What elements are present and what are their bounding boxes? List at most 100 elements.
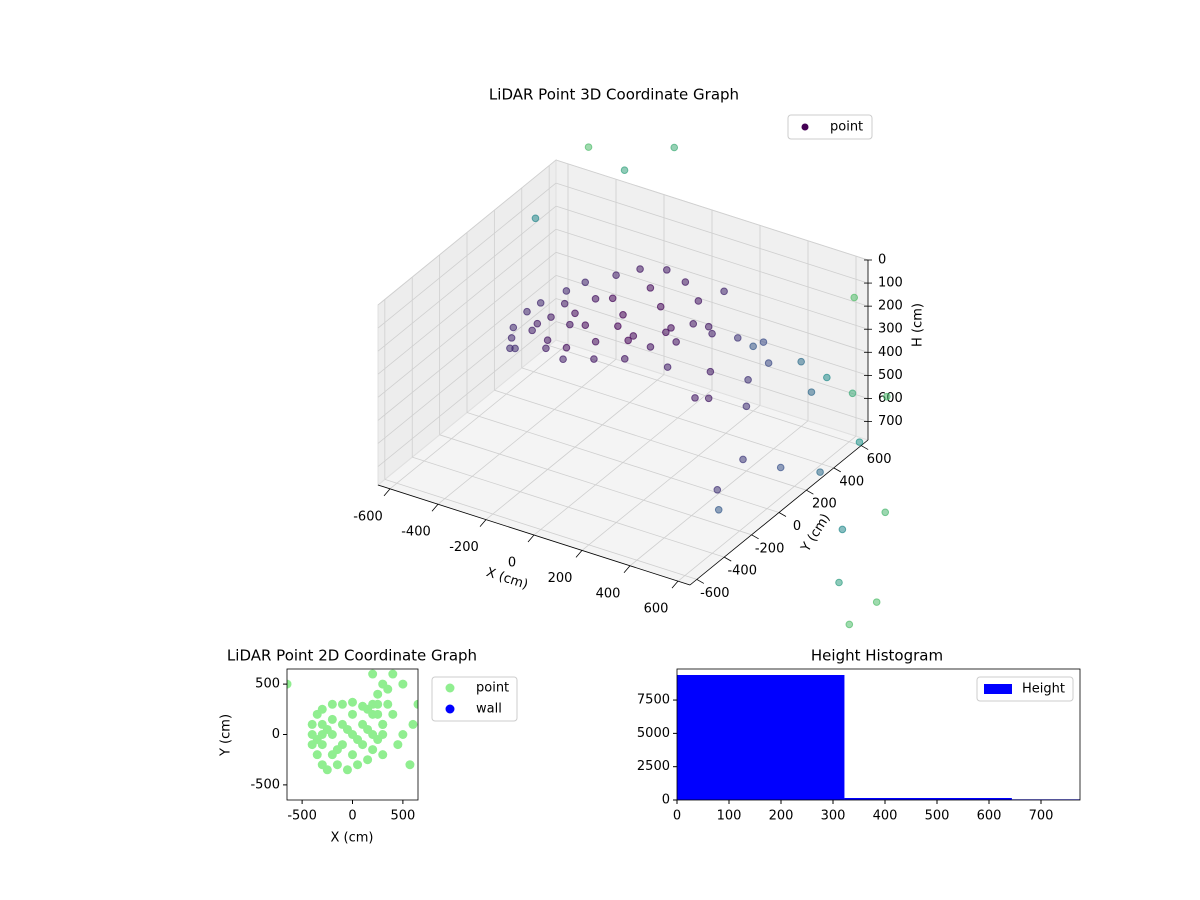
point <box>327 699 337 709</box>
x-tick-label: -400 <box>401 525 431 540</box>
point <box>322 724 332 734</box>
chart-title: Height Histogram <box>811 647 943 665</box>
x-tick-label: -600 <box>353 509 383 524</box>
tick-mark <box>751 534 759 540</box>
point <box>704 322 713 331</box>
x-tick-label: 0 <box>673 809 681 824</box>
point <box>332 745 342 755</box>
legend-marker <box>445 704 455 714</box>
point <box>744 376 752 384</box>
grid-line <box>555 205 869 307</box>
point <box>566 320 574 329</box>
x-tick-label: 500 <box>390 809 415 824</box>
legend-label: Height <box>1022 682 1065 697</box>
x-tick-label: 200 <box>548 571 573 586</box>
point <box>807 388 816 396</box>
legend-marker <box>801 123 809 131</box>
y-tick-label: 200 <box>812 497 837 512</box>
point <box>398 730 408 739</box>
grid-line <box>555 228 869 330</box>
tick-mark <box>696 579 705 584</box>
legend-box <box>787 114 873 140</box>
point <box>363 704 373 714</box>
grid-line <box>377 205 557 352</box>
point <box>797 357 805 366</box>
point <box>764 359 773 367</box>
z-tick-label: 0 <box>878 253 886 268</box>
tick-mark <box>833 467 841 473</box>
legend-label: point <box>830 120 863 135</box>
point <box>383 699 393 709</box>
legend-box <box>976 676 1074 702</box>
point <box>845 620 854 629</box>
chart-title: LiDAR Point 2D Coordinate Graph <box>227 647 477 665</box>
z-axis-label: H (cm) <box>911 303 926 347</box>
point <box>636 265 644 273</box>
grid-line <box>412 456 725 558</box>
point <box>619 311 627 319</box>
point <box>835 578 843 587</box>
point <box>348 709 357 719</box>
y-tick-label: 5000 <box>637 726 670 741</box>
x-tick-label: 500 <box>925 809 950 824</box>
point <box>398 679 408 689</box>
y-axis-line <box>689 439 869 586</box>
x-tick-label: -500 <box>287 809 317 824</box>
point <box>531 214 540 223</box>
point <box>681 278 690 286</box>
z-tick-label: 100 <box>878 276 903 291</box>
tick-mark <box>383 488 391 497</box>
point <box>713 486 722 494</box>
grid-line <box>555 159 869 261</box>
point <box>509 323 518 332</box>
point <box>536 299 545 307</box>
grid-line <box>549 345 862 446</box>
point <box>312 750 322 760</box>
point <box>620 355 629 363</box>
point <box>378 730 388 739</box>
point <box>672 338 680 346</box>
point <box>378 719 388 729</box>
point <box>353 760 363 770</box>
x-tick-label: 200 <box>769 809 794 824</box>
point <box>823 373 831 382</box>
point <box>714 506 723 514</box>
point <box>388 709 398 719</box>
bar <box>677 674 845 800</box>
point <box>691 394 699 402</box>
point <box>562 287 571 295</box>
grid-line <box>377 298 557 444</box>
point <box>511 344 519 353</box>
point <box>373 709 383 719</box>
point <box>590 355 598 363</box>
point <box>629 332 638 340</box>
point <box>368 745 378 755</box>
chart-title: LiDAR Point 3D Coordinate Graph <box>489 86 739 104</box>
y-tick-label: 0 <box>793 519 801 534</box>
point <box>670 143 679 152</box>
plot-area <box>287 669 418 775</box>
point <box>646 284 655 292</box>
point <box>663 266 671 274</box>
y-tick-label: 600 <box>867 452 892 467</box>
point <box>733 334 742 342</box>
point <box>507 334 516 342</box>
z-tick-label: 300 <box>878 322 903 337</box>
point <box>378 750 388 760</box>
point <box>373 689 383 699</box>
grid-line <box>377 251 557 398</box>
point <box>348 750 357 760</box>
grid-line <box>377 275 557 421</box>
y-tick-label: 7500 <box>637 693 670 708</box>
point <box>559 355 567 364</box>
point <box>342 724 352 734</box>
plot-area <box>677 674 1080 800</box>
point <box>855 438 864 446</box>
x-axis-label: X (cm) <box>331 831 374 846</box>
point <box>363 724 373 734</box>
point <box>317 704 327 714</box>
point <box>872 598 881 606</box>
z-tick-label: 600 <box>878 391 903 406</box>
point <box>342 765 352 775</box>
y-tick-label: 500 <box>255 677 280 692</box>
